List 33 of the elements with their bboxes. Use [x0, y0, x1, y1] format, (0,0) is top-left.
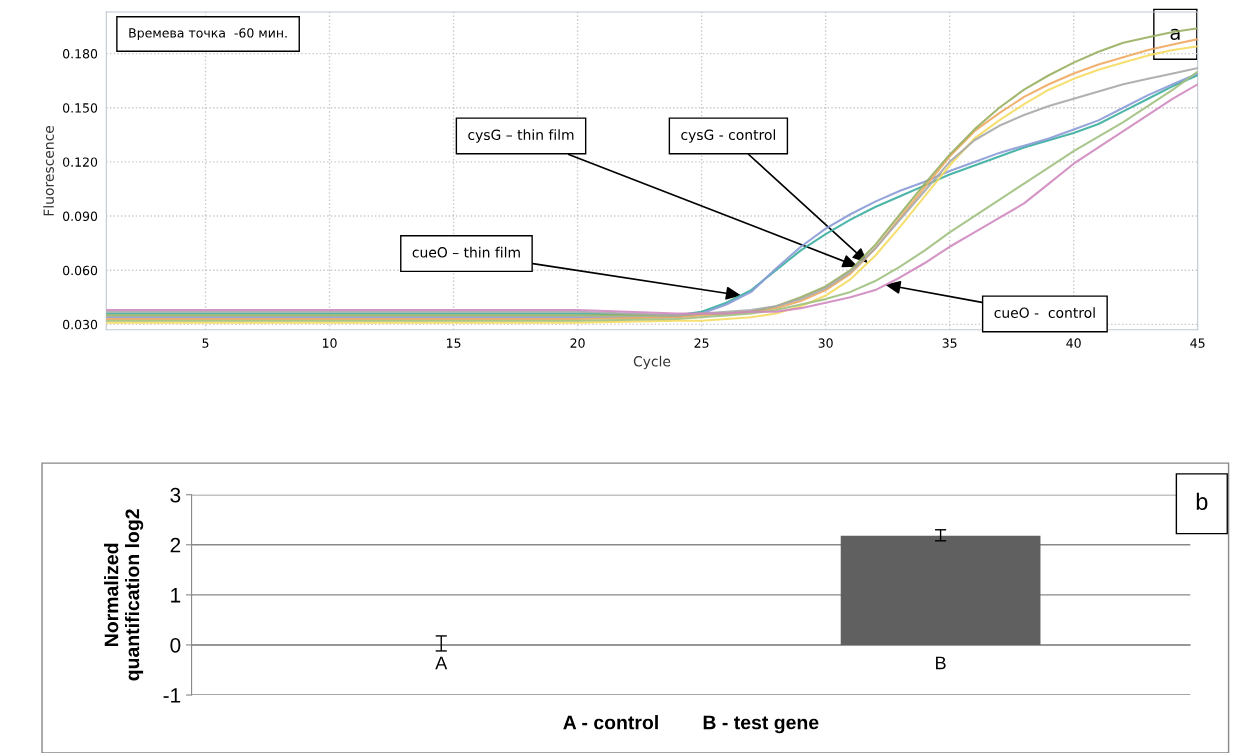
x-tick-label: 40 — [1066, 338, 1081, 348]
y-axis-title: Fluorescence — [43, 125, 54, 216]
annotation: a — [1170, 28, 1180, 40]
annotation: cueO – thin film — [412, 246, 520, 258]
x-axis-title: A - control B - test gene — [563, 715, 819, 734]
x-tick-label: A — [435, 656, 448, 670]
x-tick-label: 35 — [942, 338, 957, 348]
annotation: cysG – thin film — [468, 129, 574, 143]
text: Времева точка -60 мин. — [129, 28, 287, 41]
x-tick-label: 25 — [694, 338, 709, 348]
x-tick-label: 10 — [322, 338, 337, 348]
annotation: cysG - control — [681, 129, 775, 143]
x-tick-label: 15 — [446, 338, 461, 348]
y-tick-label: 0.090 — [63, 211, 98, 221]
y-tick-label: 0 — [170, 637, 181, 653]
annotation: cueO - control — [994, 307, 1095, 318]
x-tick-label: 45 — [1190, 338, 1205, 348]
x-tick-label: B — [936, 656, 946, 670]
y-tick-label: 0.120 — [63, 157, 98, 167]
x-tick-label: 5 — [202, 338, 209, 348]
y-tick-label: -1 — [163, 688, 181, 703]
y-tick-label: 0.060 — [63, 265, 98, 276]
y-tick-label: 0.030 — [63, 319, 98, 330]
y-tick-label: 1 — [171, 588, 181, 603]
x-tick-label: 30 — [818, 338, 833, 348]
y-tick-label: 0.180 — [63, 49, 98, 59]
y-axis-title: Normalized quantification log2 — [104, 509, 144, 681]
y-tick-label: 3 — [170, 487, 181, 503]
text: b — [1196, 492, 1208, 511]
y-tick-label: 2 — [170, 537, 181, 553]
y-tick-label: 0.150 — [63, 103, 98, 113]
x-axis-title: Cycle — [633, 355, 671, 370]
x-tick-label: 20 — [570, 338, 585, 348]
